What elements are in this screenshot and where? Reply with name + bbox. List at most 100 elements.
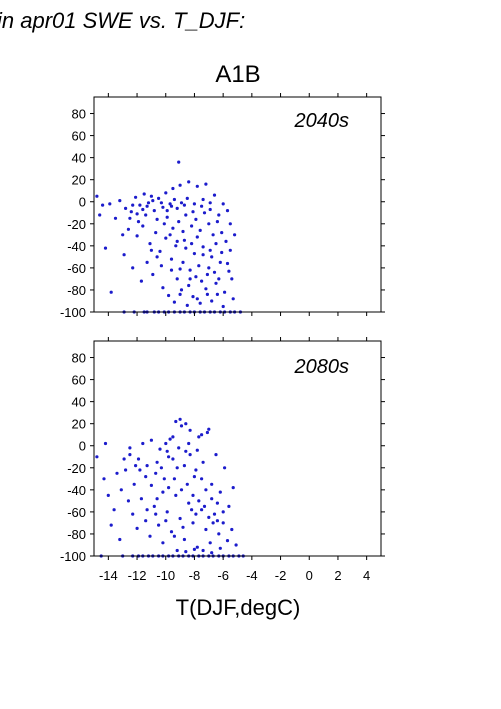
scatter-point [118,537,122,542]
scatter-point [188,268,192,272]
plot-frame-2040s [93,96,382,313]
scatter-point [225,209,230,213]
x-tick-label: 0 [306,568,313,583]
scatter-point [223,290,227,294]
scatter-point [109,290,113,294]
scatter-point [135,234,139,238]
scatter-point [192,475,196,479]
scatter-point [230,277,234,281]
scatter-point [195,545,199,549]
scatter-point [231,297,235,301]
scatter-point [134,195,138,199]
scatter-point [109,523,113,527]
panel-2040s: -100 -80 -60 -40 -20 0 20 40 60 80 2040s [60,93,385,320]
scatter-point [168,202,172,206]
scatter-point [175,206,179,210]
y-tick-label: 40 [72,151,86,166]
scatter-point [124,468,128,472]
y-tick-label: -80 [67,283,86,298]
scatter-point [214,281,218,285]
y-tick-label: 40 [72,395,86,410]
scatter-point [139,279,143,283]
y-tick-label: 20 [72,173,86,188]
scatter-point [178,267,182,271]
scatter-point [154,512,158,516]
scatter-point [200,508,204,512]
scatter-point [194,468,198,472]
scatter-point [214,242,218,246]
scatter-point [233,233,237,237]
scatter-point [128,446,132,450]
scatter-point [167,293,171,298]
scatter-point [98,213,102,217]
scatter-point [181,260,185,264]
scatter-point [171,226,175,230]
ticks-2040s: -100 -80 -60 -40 -20 0 20 40 60 80 [60,93,385,320]
scatter-point [197,499,201,503]
y-tick-label: 60 [72,129,86,144]
scatter-point [131,266,135,270]
scatter-point [220,231,224,235]
scatter-point [148,242,152,246]
scatter-point [174,244,178,248]
scatter-point [184,422,188,426]
scatter-point [175,548,179,553]
scatter-point [175,239,179,243]
scatter-point [205,430,209,435]
y-tick-label: -20 [67,217,86,232]
y-tick-label: -80 [67,527,86,542]
x-axis-label: T(DJF,degC) [176,595,301,620]
scatter-point [161,490,165,494]
scatter-point [149,483,153,487]
scatter-point [155,217,159,221]
plot-frame-2080s [93,340,382,557]
scatter-point [192,547,196,552]
scatter-point [215,501,219,505]
scatter-point [185,196,189,200]
scatter-point [187,180,191,184]
panel-label-2040s: 2040s [294,110,350,132]
scatter-point [225,539,230,543]
scatter-point [190,508,194,512]
scatter-point [165,215,169,219]
scatter-point [172,477,176,481]
scatter-point [181,229,185,234]
scatter-point [217,213,221,217]
scatter-point [169,204,174,208]
scatter-point [215,292,219,296]
scatter-point [106,493,110,497]
scatter-point [169,268,174,272]
scatter-point [198,228,202,232]
scatter-point [201,460,205,464]
scatter-point [191,295,195,299]
scatter-point [172,534,176,538]
scatter-point [201,548,205,553]
scatter-point [211,521,215,525]
x-tick-label: -10 [156,568,175,583]
scatter-point [178,183,182,187]
scatter-point [128,453,132,457]
scatter-point [175,466,179,470]
scatter-point [168,233,172,237]
scatter-point [159,466,163,470]
scatter-point [184,213,188,217]
panel-label-2080s: 2080s [294,356,350,378]
scatter-point [152,209,156,213]
scatter-point [208,207,212,212]
scatter-point [211,233,215,237]
scatter-point [164,519,168,523]
y-tick-label: -100 [60,305,86,320]
x-tick-label: -4 [246,568,258,583]
scatter-point [185,303,189,307]
scatter-point [167,455,171,459]
scatter-point [215,220,219,224]
scatter-point [207,427,211,431]
scatter-point [188,453,192,457]
scatter-point [172,197,176,202]
scatter-point [177,446,181,450]
scatter-point [135,526,139,531]
y-tick-label: 60 [72,373,86,388]
scatter-point [139,497,143,501]
